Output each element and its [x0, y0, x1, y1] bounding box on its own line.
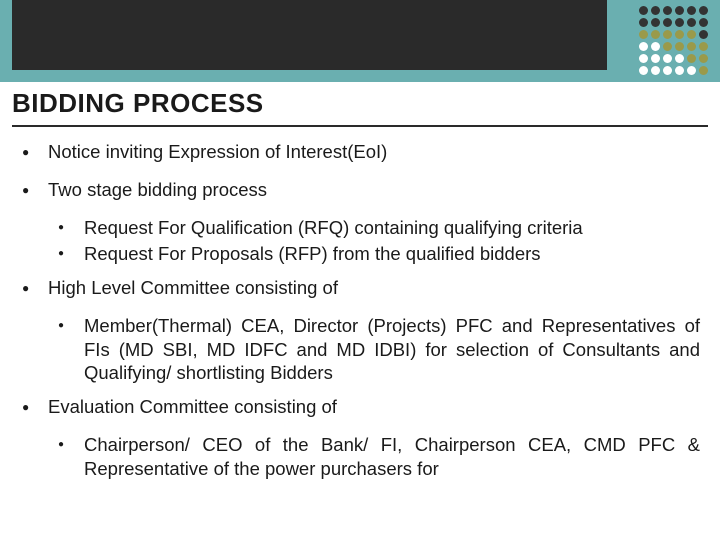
decor-dot: [675, 18, 684, 27]
decor-dot: [687, 66, 696, 75]
page-title: BIDDING PROCESS: [12, 88, 708, 119]
bullet-block: ●High Level Committee consisting of●Memb…: [22, 276, 700, 385]
sub-bullet-text: Request For Proposals (RFP) from the qua…: [84, 242, 700, 266]
bullet-marker: ●: [22, 276, 48, 300]
decor-dot: [663, 66, 672, 75]
decor-dot: [699, 6, 708, 15]
decor-dot: [651, 30, 660, 39]
bullet-marker: ●: [22, 395, 48, 419]
decor-dot: [699, 66, 708, 75]
decor-dot: [651, 6, 660, 15]
decor-dot: [687, 6, 696, 15]
bullet-l2: ●Request For Proposals (RFP) from the qu…: [58, 242, 700, 266]
bullet-l1: ●Notice inviting Expression of Interest(…: [22, 140, 700, 164]
bullet-l2: ●Chairperson/ CEO of the Bank/ FI, Chair…: [58, 433, 700, 480]
bullet-block: ●Notice inviting Expression of Interest(…: [22, 140, 700, 164]
sub-bullet-marker: ●: [58, 216, 84, 240]
decor-dot: [699, 42, 708, 51]
decor-dot: [687, 18, 696, 27]
decor-dot: [651, 54, 660, 63]
decor-dot: [687, 54, 696, 63]
bullet-l1: ●High Level Committee consisting of: [22, 276, 700, 300]
bullet-l1: ●Evaluation Committee consisting of: [22, 395, 700, 419]
header-dark-box: [12, 0, 607, 70]
bullet-l2: ●Member(Thermal) CEA, Director (Projects…: [58, 314, 700, 385]
sub-bullet-list: ●Request For Qualification (RFQ) contain…: [22, 216, 700, 266]
sub-bullet-marker: ●: [58, 242, 84, 266]
decor-dot: [699, 54, 708, 63]
decor-dot: [675, 42, 684, 51]
bullet-text: Notice inviting Expression of Interest(E…: [48, 140, 700, 164]
decor-dot: [663, 54, 672, 63]
decor-dot: [651, 18, 660, 27]
bullet-marker: ●: [22, 140, 48, 164]
bullet-text: Two stage bidding process: [48, 178, 700, 202]
sub-bullet-text: Request For Qualification (RFQ) containi…: [84, 216, 700, 240]
bullet-block: ●Two stage bidding process●Request For Q…: [22, 178, 700, 266]
decor-dot: [663, 42, 672, 51]
decor-dot: [639, 30, 648, 39]
sub-bullet-list: ●Member(Thermal) CEA, Director (Projects…: [22, 314, 700, 385]
sub-bullet-marker: ●: [58, 314, 84, 385]
decor-dot: [663, 18, 672, 27]
slide-content: ●Notice inviting Expression of Interest(…: [22, 140, 700, 490]
decor-dot: [639, 54, 648, 63]
decor-dot: [651, 42, 660, 51]
decor-dot: [687, 42, 696, 51]
decor-dot: [699, 30, 708, 39]
decor-dot: [663, 30, 672, 39]
sub-bullet-text: Member(Thermal) CEA, Director (Projects)…: [84, 314, 700, 385]
decor-dot: [675, 30, 684, 39]
decor-dot: [639, 42, 648, 51]
bullet-marker: ●: [22, 178, 48, 202]
bullet-l1: ●Two stage bidding process: [22, 178, 700, 202]
bullet-block: ●Evaluation Committee consisting of●Chai…: [22, 395, 700, 480]
title-row: BIDDING PROCESS: [12, 88, 708, 127]
sub-bullet-list: ●Chairperson/ CEO of the Bank/ FI, Chair…: [22, 433, 700, 480]
decor-dot: [639, 66, 648, 75]
decor-dot-grid: [639, 6, 710, 77]
bullet-text: Evaluation Committee consisting of: [48, 395, 700, 419]
decor-dot: [639, 18, 648, 27]
bullet-l2: ●Request For Qualification (RFQ) contain…: [58, 216, 700, 240]
decor-dot: [639, 6, 648, 15]
decor-dot: [675, 54, 684, 63]
decor-dot: [699, 18, 708, 27]
decor-dot: [651, 66, 660, 75]
decor-dot: [675, 6, 684, 15]
decor-dot: [675, 66, 684, 75]
header-band: [0, 0, 720, 82]
sub-bullet-marker: ●: [58, 433, 84, 480]
decor-dot: [687, 30, 696, 39]
bullet-text: High Level Committee consisting of: [48, 276, 700, 300]
decor-dot: [663, 6, 672, 15]
sub-bullet-text: Chairperson/ CEO of the Bank/ FI, Chairp…: [84, 433, 700, 480]
